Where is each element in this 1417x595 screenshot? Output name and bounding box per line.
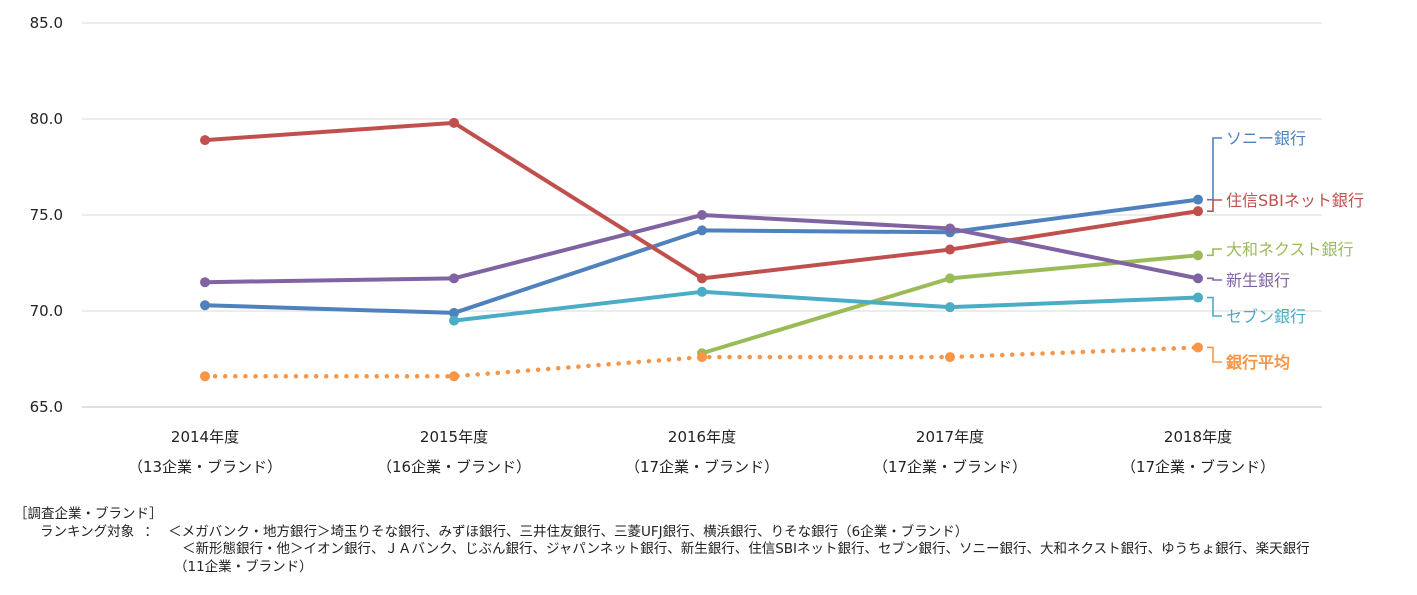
y-tick-label: 85.0 — [30, 14, 63, 32]
data-point — [200, 371, 210, 382]
data-point — [1193, 206, 1203, 217]
series-line — [203, 120, 1200, 281]
series-label: セブン銀行 — [1226, 307, 1306, 326]
data-point — [945, 273, 955, 284]
data-point — [697, 210, 707, 220]
x-tick-label: 2017年度 — [916, 428, 984, 446]
x-tick-sublabel: （13企業・ブランド） — [128, 458, 282, 476]
data-point — [200, 135, 210, 146]
series-label: ソニー銀行 — [1226, 129, 1306, 148]
data-point — [697, 225, 707, 236]
series-label: 新生銀行 — [1226, 271, 1290, 290]
series-line — [202, 345, 1201, 379]
data-point — [1193, 194, 1203, 205]
survey-notes: ［調査企業・ブランド］ ランキング対象 ： ＜メガバンク・地方銀行＞埼玉りそな銀行、… — [14, 506, 1310, 576]
notes-ranking-row: ランキング対象 ： ＜メガバンク・地方銀行＞埼玉りそな銀行、みずほ銀行、三井住友銀行… — [14, 524, 1310, 542]
notes-line-1: ＜メガバンク・地方銀行＞埼玉りそな銀行、みずほ銀行、三井住友銀行、三菱UFJ銀行… — [168, 523, 969, 540]
data-point — [945, 244, 955, 255]
data-point — [945, 352, 955, 363]
series-line — [203, 213, 1200, 285]
x-tick-label: 2016年度 — [668, 428, 736, 446]
data-point — [1193, 292, 1203, 303]
data-point — [449, 307, 459, 318]
series-label: 大和ネクスト銀行 — [1226, 240, 1354, 259]
data-point — [1193, 342, 1203, 353]
x-tick-label: 2015年度 — [420, 428, 488, 446]
data-point — [200, 300, 210, 311]
data-point — [449, 117, 459, 128]
y-tick-label: 70.0 — [30, 302, 63, 320]
x-tick-sublabel: （17企業・ブランド） — [1121, 458, 1275, 476]
data-point — [449, 315, 459, 326]
x-tick-sublabel: （17企業・ブランド） — [873, 458, 1027, 476]
x-tick-sublabel: （16企業・ブランド） — [377, 458, 531, 476]
data-point — [697, 286, 707, 297]
notes-heading: ［調査企業・ブランド］ — [14, 506, 163, 522]
line-chart: 65.0 70.0 75.0 80.0 85.0 2014年度 （13企業・ブランド） 201… — [30, 14, 1364, 476]
label-leader-line — [1207, 137, 1222, 201]
series-label: 住信SBIネット銀行 — [1226, 191, 1364, 210]
label-leader-line — [1207, 248, 1222, 257]
notes-line-2: ＜新形態銀行・他＞イオン銀行、ＪＡバンク、じぶん銀行、ジャパンネット銀行、新生銀… — [182, 541, 1310, 557]
series-label: 銀行平均 — [1226, 353, 1290, 372]
data-point — [1193, 273, 1203, 284]
x-tick-sublabel: （17企業・ブランド） — [625, 458, 779, 476]
label-leader-line — [1207, 346, 1222, 363]
y-tick-label: 75.0 — [30, 206, 63, 224]
x-tick-label: 2018年度 — [1164, 428, 1232, 446]
x-tick-label: 2014年度 — [171, 428, 239, 446]
notes-label: ランキング対象 — [40, 523, 135, 540]
data-point — [945, 302, 955, 313]
data-point — [200, 277, 210, 288]
y-tick-label: 65.0 — [30, 398, 63, 416]
notes-colon: ： — [144, 523, 158, 540]
label-leader-line — [1207, 296, 1222, 317]
data-point — [945, 223, 955, 234]
label-leader-line — [1207, 277, 1222, 281]
data-point — [449, 273, 459, 284]
data-point — [449, 371, 459, 382]
data-point — [1193, 250, 1203, 261]
y-tick-label: 80.0 — [30, 110, 63, 128]
notes-line-3: （11企業・ブランド） — [174, 558, 313, 575]
label-leader-line — [1207, 199, 1222, 212]
data-point — [697, 352, 707, 363]
series-line — [452, 289, 1200, 323]
data-point — [697, 273, 707, 284]
